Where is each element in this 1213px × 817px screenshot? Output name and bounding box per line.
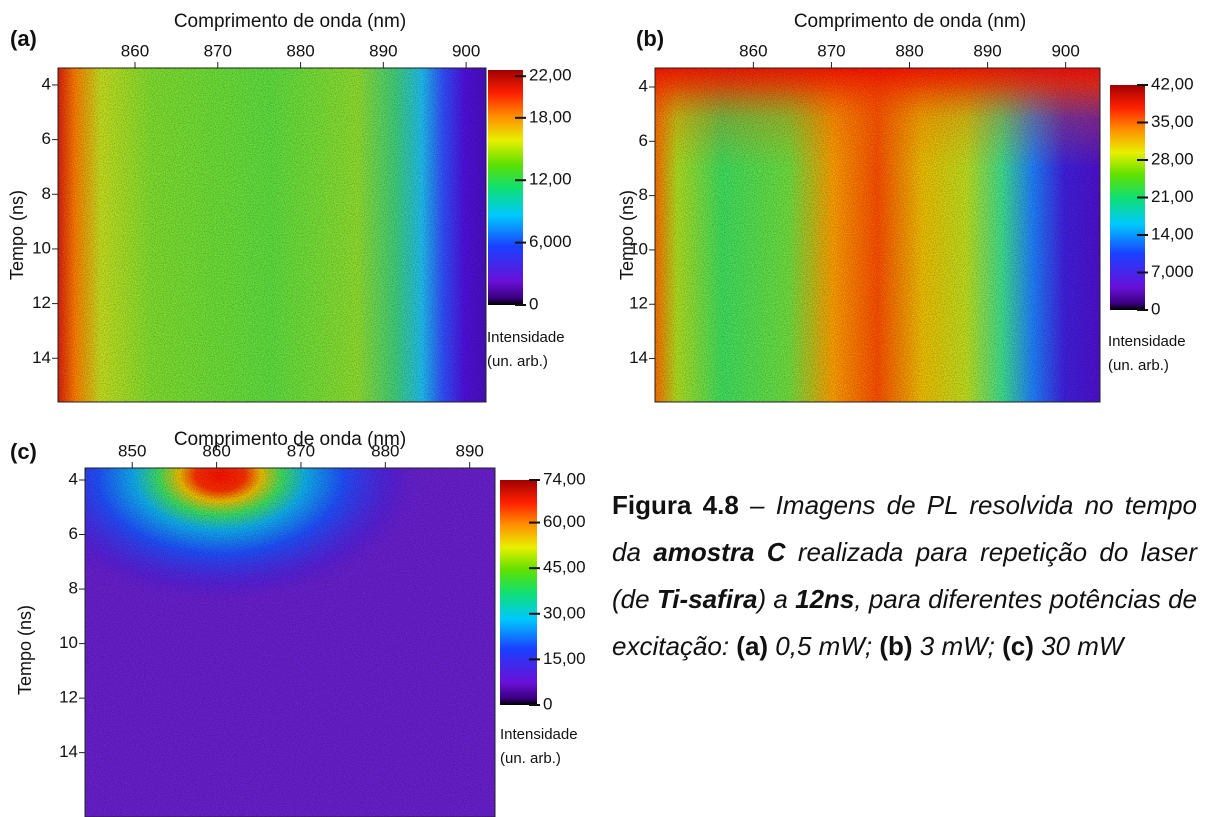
caption-segment: Figura 4.8 [612, 490, 739, 520]
colorbar-label: (un. arb.) [1108, 357, 1169, 374]
colorbar-label: Intensidade [1108, 333, 1186, 350]
colorbar-tick-label: 74,00 [543, 469, 586, 488]
colorbar-tick-label: 18,00 [529, 107, 572, 126]
heatmap-noise [85, 468, 495, 817]
figure-caption: Figura 4.8 – Imagens de PL resolvida no … [612, 482, 1197, 670]
plot-frame [84, 467, 496, 817]
y-tick-label: 4 [69, 469, 78, 488]
x-axis-title: Comprimento de onda (nm) [174, 429, 406, 450]
caption-segment: , para diferentes potências de excitação… [612, 584, 1197, 661]
y-tick-label: 12 [32, 293, 51, 312]
colorbar-tick-label: 30,00 [543, 603, 586, 622]
panel-label: (b) [636, 26, 664, 51]
x-tick-label: 860 [739, 41, 767, 60]
caption-segment: (b) [879, 631, 913, 661]
x-tick-label: 870 [287, 441, 315, 460]
x-tick-label: 880 [286, 41, 314, 60]
x-tick-label: 870 [817, 41, 845, 60]
y-tick-label: 14 [32, 348, 51, 367]
caption-segment: (a) [736, 631, 769, 661]
y-tick-label: 10 [59, 633, 78, 652]
y-tick-label: 10 [629, 239, 648, 258]
x-tick-label: 890 [369, 41, 397, 60]
x-axis-title: Comprimento de onda (nm) [794, 11, 1026, 32]
y-tick-label: 4 [42, 74, 51, 93]
x-tick-label: 900 [452, 41, 480, 60]
x-tick-label: 870 [204, 41, 232, 60]
colorbar [500, 480, 537, 705]
x-tick-label: 900 [1051, 41, 1079, 60]
colorbar-tick-label: 0 [543, 694, 552, 713]
x-axis-title: Comprimento de onda (nm) [174, 11, 406, 32]
y-tick-label: 8 [69, 579, 78, 598]
y-tick-label: 10 [32, 238, 51, 257]
caption-segment: realizada para repetição do laser (de [612, 537, 1198, 614]
caption-segment: – Imagens de PL resolvida no tempo da [612, 490, 1197, 567]
heatmap-noise [655, 68, 1100, 402]
heatmap-noise [58, 68, 486, 402]
colorbar-tick-label: 12,00 [529, 170, 572, 189]
x-tick-label: 890 [973, 41, 1001, 60]
y-axis-title: Tempo (ns) [7, 190, 27, 280]
caption-segment: 30 mW [1033, 631, 1124, 661]
x-tick-label: 880 [371, 441, 399, 460]
colorbar-label: Intensidade [500, 726, 578, 743]
colorbar-label: (un. arb.) [487, 353, 548, 370]
colorbar-tick-label: 0 [1151, 299, 1160, 318]
y-axis-title: Tempo (ns) [617, 190, 637, 280]
panel-label: (c) [10, 439, 37, 464]
caption-segment: 0,5 mW; [768, 631, 880, 661]
colorbar-tick-label: 7,000 [1151, 262, 1194, 281]
colorbar-tick-label: 35,00 [1151, 112, 1194, 131]
colorbar-tick-label: 15,00 [543, 649, 586, 668]
caption-segment: 12ns [795, 584, 855, 614]
colorbar-tick-label: 21,00 [1151, 187, 1194, 206]
colorbar-tick-label: 60,00 [543, 512, 586, 531]
plot-frame [654, 67, 1101, 403]
y-tick-label: 6 [42, 129, 51, 148]
x-tick-label: 880 [895, 41, 923, 60]
colorbar-tick-label: 14,00 [1151, 224, 1194, 243]
colorbar [488, 70, 523, 305]
caption-segment: amostra C [653, 537, 786, 567]
caption-segment: Ti-safira [656, 584, 758, 614]
y-tick-label: 14 [59, 742, 78, 761]
y-tick-label: 6 [639, 131, 648, 150]
colorbar-tick-label: 6,000 [529, 232, 572, 251]
y-tick-label: 12 [59, 688, 78, 707]
colorbar-tick-label: 42,00 [1151, 74, 1194, 93]
y-tick-label: 14 [629, 348, 648, 367]
panel-label: (a) [10, 26, 37, 51]
colorbar-tick-label: 45,00 [543, 558, 586, 577]
caption-segment: (c) [1002, 631, 1034, 661]
y-tick-label: 8 [42, 184, 51, 203]
colorbar-tick-label: 28,00 [1151, 149, 1194, 168]
caption-segment: 3 mW; [912, 631, 1003, 661]
caption-segment: ) a [757, 584, 796, 614]
colorbar-label: (un. arb.) [500, 750, 561, 767]
colorbar-tick-label: 22,00 [529, 66, 572, 85]
y-tick-label: 6 [69, 524, 78, 543]
x-tick-label: 860 [202, 441, 230, 460]
y-tick-label: 8 [639, 185, 648, 204]
plot-frame [57, 67, 487, 403]
y-tick-label: 12 [629, 294, 648, 313]
colorbar-tick-label: 0 [529, 294, 538, 313]
colorbar-label: Intensidade [487, 329, 565, 346]
x-tick-label: 850 [118, 441, 146, 460]
y-tick-label: 4 [639, 76, 648, 95]
x-tick-label: 860 [121, 41, 149, 60]
y-axis-title: Tempo (ns) [15, 605, 35, 695]
x-tick-label: 890 [456, 441, 484, 460]
